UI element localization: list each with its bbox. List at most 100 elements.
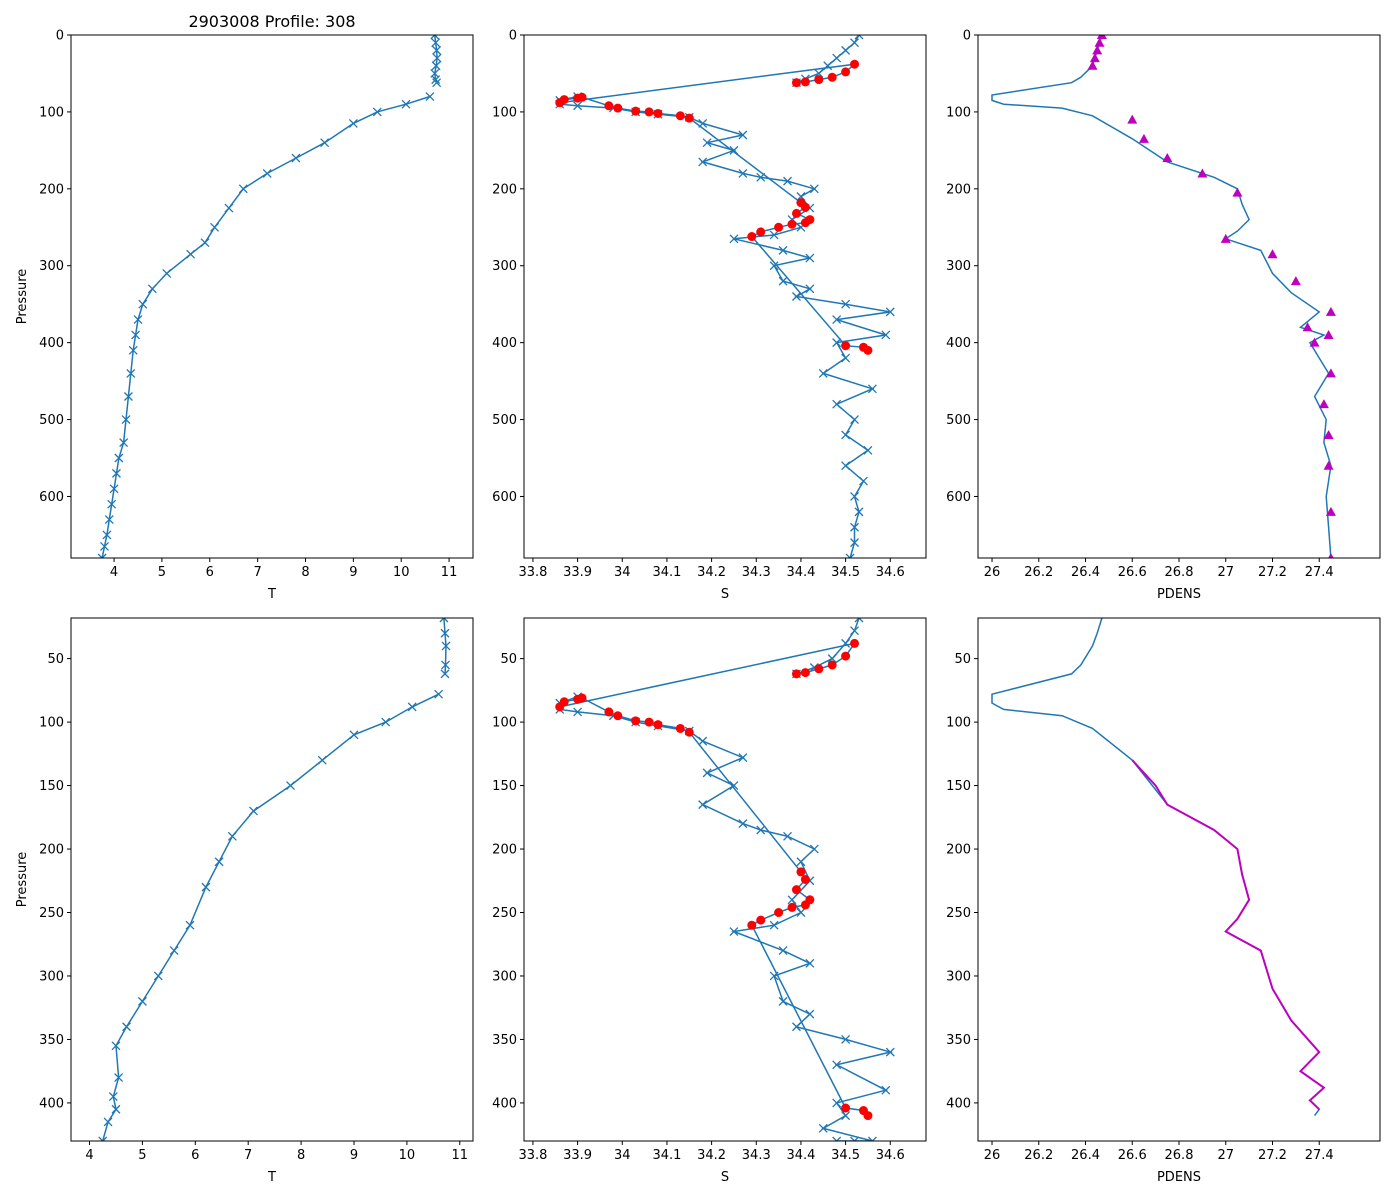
temperature-deep-point <box>238 184 248 194</box>
x-tick-label: 27.2 <box>1258 1148 1287 1163</box>
y-tick-label: 500 <box>39 413 64 428</box>
x-axis-label: PDENS <box>1157 587 1201 602</box>
x-tick-label: 6 <box>191 1148 199 1163</box>
temperature-deep-point <box>291 153 301 163</box>
salinity-flagged-point <box>644 107 654 117</box>
x-tick-label: 7 <box>244 1148 252 1163</box>
salinity-deep-point <box>702 138 712 148</box>
temperature-deep-point <box>224 203 234 213</box>
salinity-deep-point <box>698 157 708 167</box>
y-tick-label: 100 <box>39 105 64 120</box>
temperature-point <box>431 38 441 48</box>
temperature-point <box>441 660 450 670</box>
x-tick-label: 9 <box>350 1148 358 1163</box>
salinity-flagged-point <box>863 1111 873 1121</box>
x-tick-label: 8 <box>301 565 309 580</box>
y-tick-label: 600 <box>39 490 64 505</box>
panel-bottom-pdens: 26 26.2 26.4 26.6 26.8 27 27.2 27.4 50 100 150 200 2… <box>946 617 1381 1185</box>
temperature-point <box>440 669 450 679</box>
temperature-point <box>441 641 451 651</box>
temperature-deep-point <box>348 118 358 128</box>
temperature-deep-point <box>381 717 391 727</box>
temperature-deep-point <box>133 315 143 325</box>
salinity-flagged-point <box>644 717 654 727</box>
salinity-deep-point <box>778 996 788 1006</box>
salinity-deep-point <box>729 927 739 937</box>
salinity-flagged-point <box>577 92 587 102</box>
salinity-deep-point <box>832 1098 842 1108</box>
y-tick-label: 200 <box>39 843 64 858</box>
salinity-deep-point <box>573 101 583 111</box>
y-tick-label: 100 <box>492 105 517 120</box>
salinity-deep-point <box>756 825 766 835</box>
salinity-flagged-point <box>774 222 784 232</box>
density-flagged-point <box>1323 460 1334 470</box>
salinity-flagged-point <box>756 227 766 237</box>
salinity-flagged-point <box>800 218 810 228</box>
salinity-flagged-point <box>613 711 623 721</box>
plot-area <box>97 35 442 558</box>
temperature-deep-point <box>162 268 172 278</box>
y-tick-label: 150 <box>492 779 517 794</box>
y-axis-label: Pressure <box>15 852 30 908</box>
salinity-deep-point <box>729 781 739 791</box>
salinity-deep-point <box>841 1111 851 1121</box>
temperature-point <box>432 45 442 55</box>
axes-frame <box>977 617 1381 1142</box>
x-tick-label: 26.8 <box>1165 1148 1194 1163</box>
x-axis-label: T <box>267 587 276 602</box>
density-line <box>991 618 1326 1117</box>
x-tick-label: 11 <box>441 565 458 580</box>
x-tick-label: 34 <box>614 1148 631 1163</box>
temperature-point <box>432 53 442 63</box>
y-tick-label: 500 <box>946 413 971 428</box>
x-tick-label: 34.1 <box>652 565 681 580</box>
salinity-shallow-point <box>832 53 842 63</box>
x-tick-label: 33.9 <box>563 1148 592 1163</box>
y-tick-label: 200 <box>946 843 971 858</box>
y-tick-label: 300 <box>492 969 517 984</box>
salinity-deep-point <box>769 230 779 240</box>
salinity-deep-point <box>698 736 708 746</box>
salinity-deep-point <box>850 1136 859 1141</box>
density-flagged-point <box>1089 53 1100 63</box>
salinity-shallow-point <box>850 38 859 48</box>
x-axis-label: PDENS <box>1157 1170 1201 1185</box>
x-tick-label: 34.5 <box>831 1148 860 1163</box>
temperature-deep-point <box>201 882 211 892</box>
y-tick-label: 100 <box>946 716 971 731</box>
plot-area <box>555 35 895 558</box>
temperature-deep-point <box>111 1041 121 1051</box>
temperature-deep-point <box>114 453 124 463</box>
x-tick-label: 6 <box>206 565 214 580</box>
salinity-shallow-point <box>850 626 859 636</box>
y-tick-label: 100 <box>946 105 971 120</box>
x-tick-label: 26.2 <box>1024 565 1053 580</box>
temperature-deep-point <box>349 730 359 740</box>
x-tick-label: 26.6 <box>1118 565 1147 580</box>
y-tick-label: 600 <box>492 490 517 505</box>
density-flagged-point <box>1325 368 1336 378</box>
y-tick-label: 100 <box>492 716 517 731</box>
x-tick-label: 26.8 <box>1165 565 1194 580</box>
salinity-flagged-point <box>841 651 851 661</box>
y-tick-label: 400 <box>39 1096 64 1111</box>
temperature-deep-point <box>186 249 196 259</box>
temperature-point <box>439 618 449 623</box>
panel-top-s: 33.8 33.9 34 34.1 34.2 34.3 34.4 34.5 34.6 0 100 20… <box>492 29 927 602</box>
panel-bottom-s: 33.8 33.9 34 34.1 34.2 34.3 34.4 34.5 34.6 50 100 1… <box>492 617 927 1185</box>
x-tick-label: 27.4 <box>1305 565 1334 580</box>
y-tick-label: 300 <box>946 259 971 274</box>
temperature-deep-point <box>249 806 258 816</box>
figure-title: 2903008 Profile: 308 <box>188 12 355 31</box>
salinity-deep-point <box>729 234 739 244</box>
temperature-deep-point <box>407 702 417 712</box>
salinity-deep-point <box>809 844 819 854</box>
plot-area <box>98 618 451 1141</box>
density-flagged-point <box>1138 133 1149 143</box>
x-tick-label: 34.3 <box>742 1148 771 1163</box>
temperature-deep-point <box>227 831 237 841</box>
salinity-flagged-point <box>675 111 685 121</box>
x-tick-label: 34.6 <box>876 1148 905 1163</box>
temperature-deep-point <box>128 345 138 355</box>
